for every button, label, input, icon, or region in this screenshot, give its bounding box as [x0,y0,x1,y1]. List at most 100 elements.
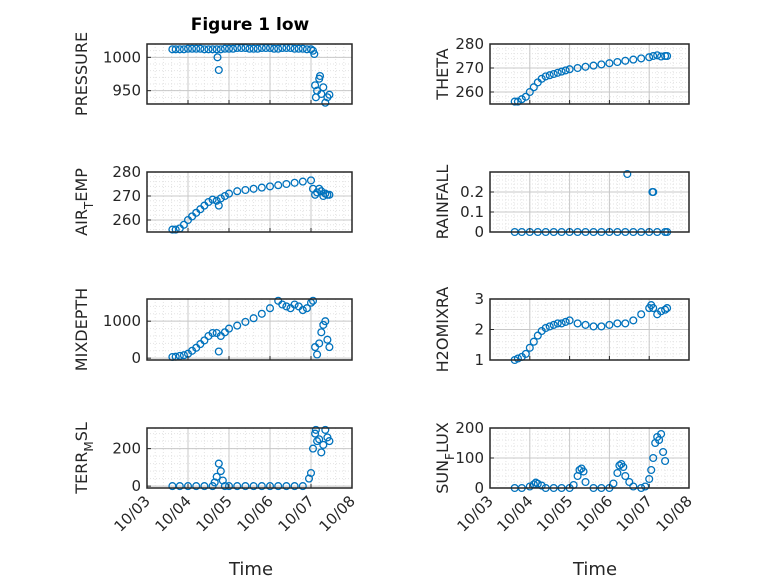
data-point [659,447,668,457]
data-point [533,479,542,488]
y-tick-label: 1000 [103,312,141,330]
data-point [317,448,326,457]
data-point [200,482,209,491]
data-point [613,468,622,478]
y-tick-label: 950 [112,82,141,100]
data-point [249,314,258,323]
data-point [573,319,582,328]
data-point [649,453,658,463]
data-point [533,331,542,340]
y-tick-label: 3 [474,290,484,308]
y-tick-label: 0.2 [460,183,484,201]
y-axis-label: TERRMSL [72,422,96,495]
data-point [561,66,570,75]
data-point [565,316,574,325]
axes-box [146,298,353,361]
data-point [294,44,303,53]
axes-box [489,171,690,233]
data-point [298,177,307,186]
data-point [589,322,598,331]
axes-box [146,427,353,489]
data-point [179,45,188,54]
data-point [629,316,638,325]
data-point [541,72,550,81]
data-point [183,482,193,491]
data-point [613,319,622,328]
x-tick-label: 10/07 [275,492,318,535]
data-point [171,45,180,54]
data-point [597,322,606,331]
axes-box [146,43,353,105]
data-point [253,44,262,53]
data-point [200,336,209,345]
data-point [200,45,209,54]
panel-rainfall: 0 0.1 0.2 RAINFALL [433,165,690,241]
data-point [315,435,324,444]
x-tick-label: 10/07 [613,492,656,535]
data-point [621,319,630,328]
axes-box [146,171,353,233]
y-tick-label: 2 [474,321,484,339]
panel-pressure: 950 1000 PRESSURE [72,32,353,116]
data-point [661,456,670,466]
y-tick-label: 200 [455,419,484,437]
data-point [265,304,275,313]
data-point [175,45,184,54]
data-point [311,190,320,199]
data-point [224,482,234,491]
data-point [661,305,670,314]
data-point [613,57,622,67]
data-point [619,462,628,472]
data-point [641,482,650,491]
y-axis-label-main: AIR [72,209,91,236]
data-point [274,44,283,53]
data-point [308,296,318,305]
data-point [525,482,534,491]
data-point [521,92,530,101]
data-point [290,44,299,53]
data-point [621,56,630,65]
x-tick-label: 10/04 [152,492,195,535]
y-axis-label-main: PRESSURE [72,32,91,116]
y-tick-label: 1000 [103,48,141,66]
axes-box [489,43,690,105]
data-point [529,337,538,346]
data-point [645,53,654,62]
data-point [653,51,662,60]
data-point [561,317,570,326]
data-point [315,184,324,193]
data-point [229,44,238,53]
data-point [308,444,318,453]
data-point [513,354,522,363]
y-axis-label: H2OMIXRA [433,287,452,373]
data-point [274,181,283,190]
data-point [657,429,666,439]
data-point [265,182,275,191]
data-point [315,71,325,81]
data-point [625,477,634,487]
data-point [216,45,225,54]
data-point [615,461,624,470]
data-point [179,351,188,360]
y-axis-label-subscript: M [82,441,96,451]
data-point [220,191,229,201]
data-point [179,220,188,229]
data-point [257,309,266,318]
data-point [321,98,330,107]
data-point [282,179,291,189]
y-axis-label: THETA [433,48,452,100]
y-axis-label-subscript: F [443,453,457,460]
data-point [579,467,588,476]
data-point [581,477,590,487]
data-point [282,302,291,311]
plot-area [147,44,352,104]
x-tick-label: 10/06 [573,492,616,535]
data-point [220,482,229,491]
data-point [171,225,180,234]
panel-h2omixra: 1 2 3 H2OMIXRA [433,287,690,373]
y-tick-label: 0 [131,349,141,367]
data-point [573,63,582,73]
plot-area [147,172,352,232]
